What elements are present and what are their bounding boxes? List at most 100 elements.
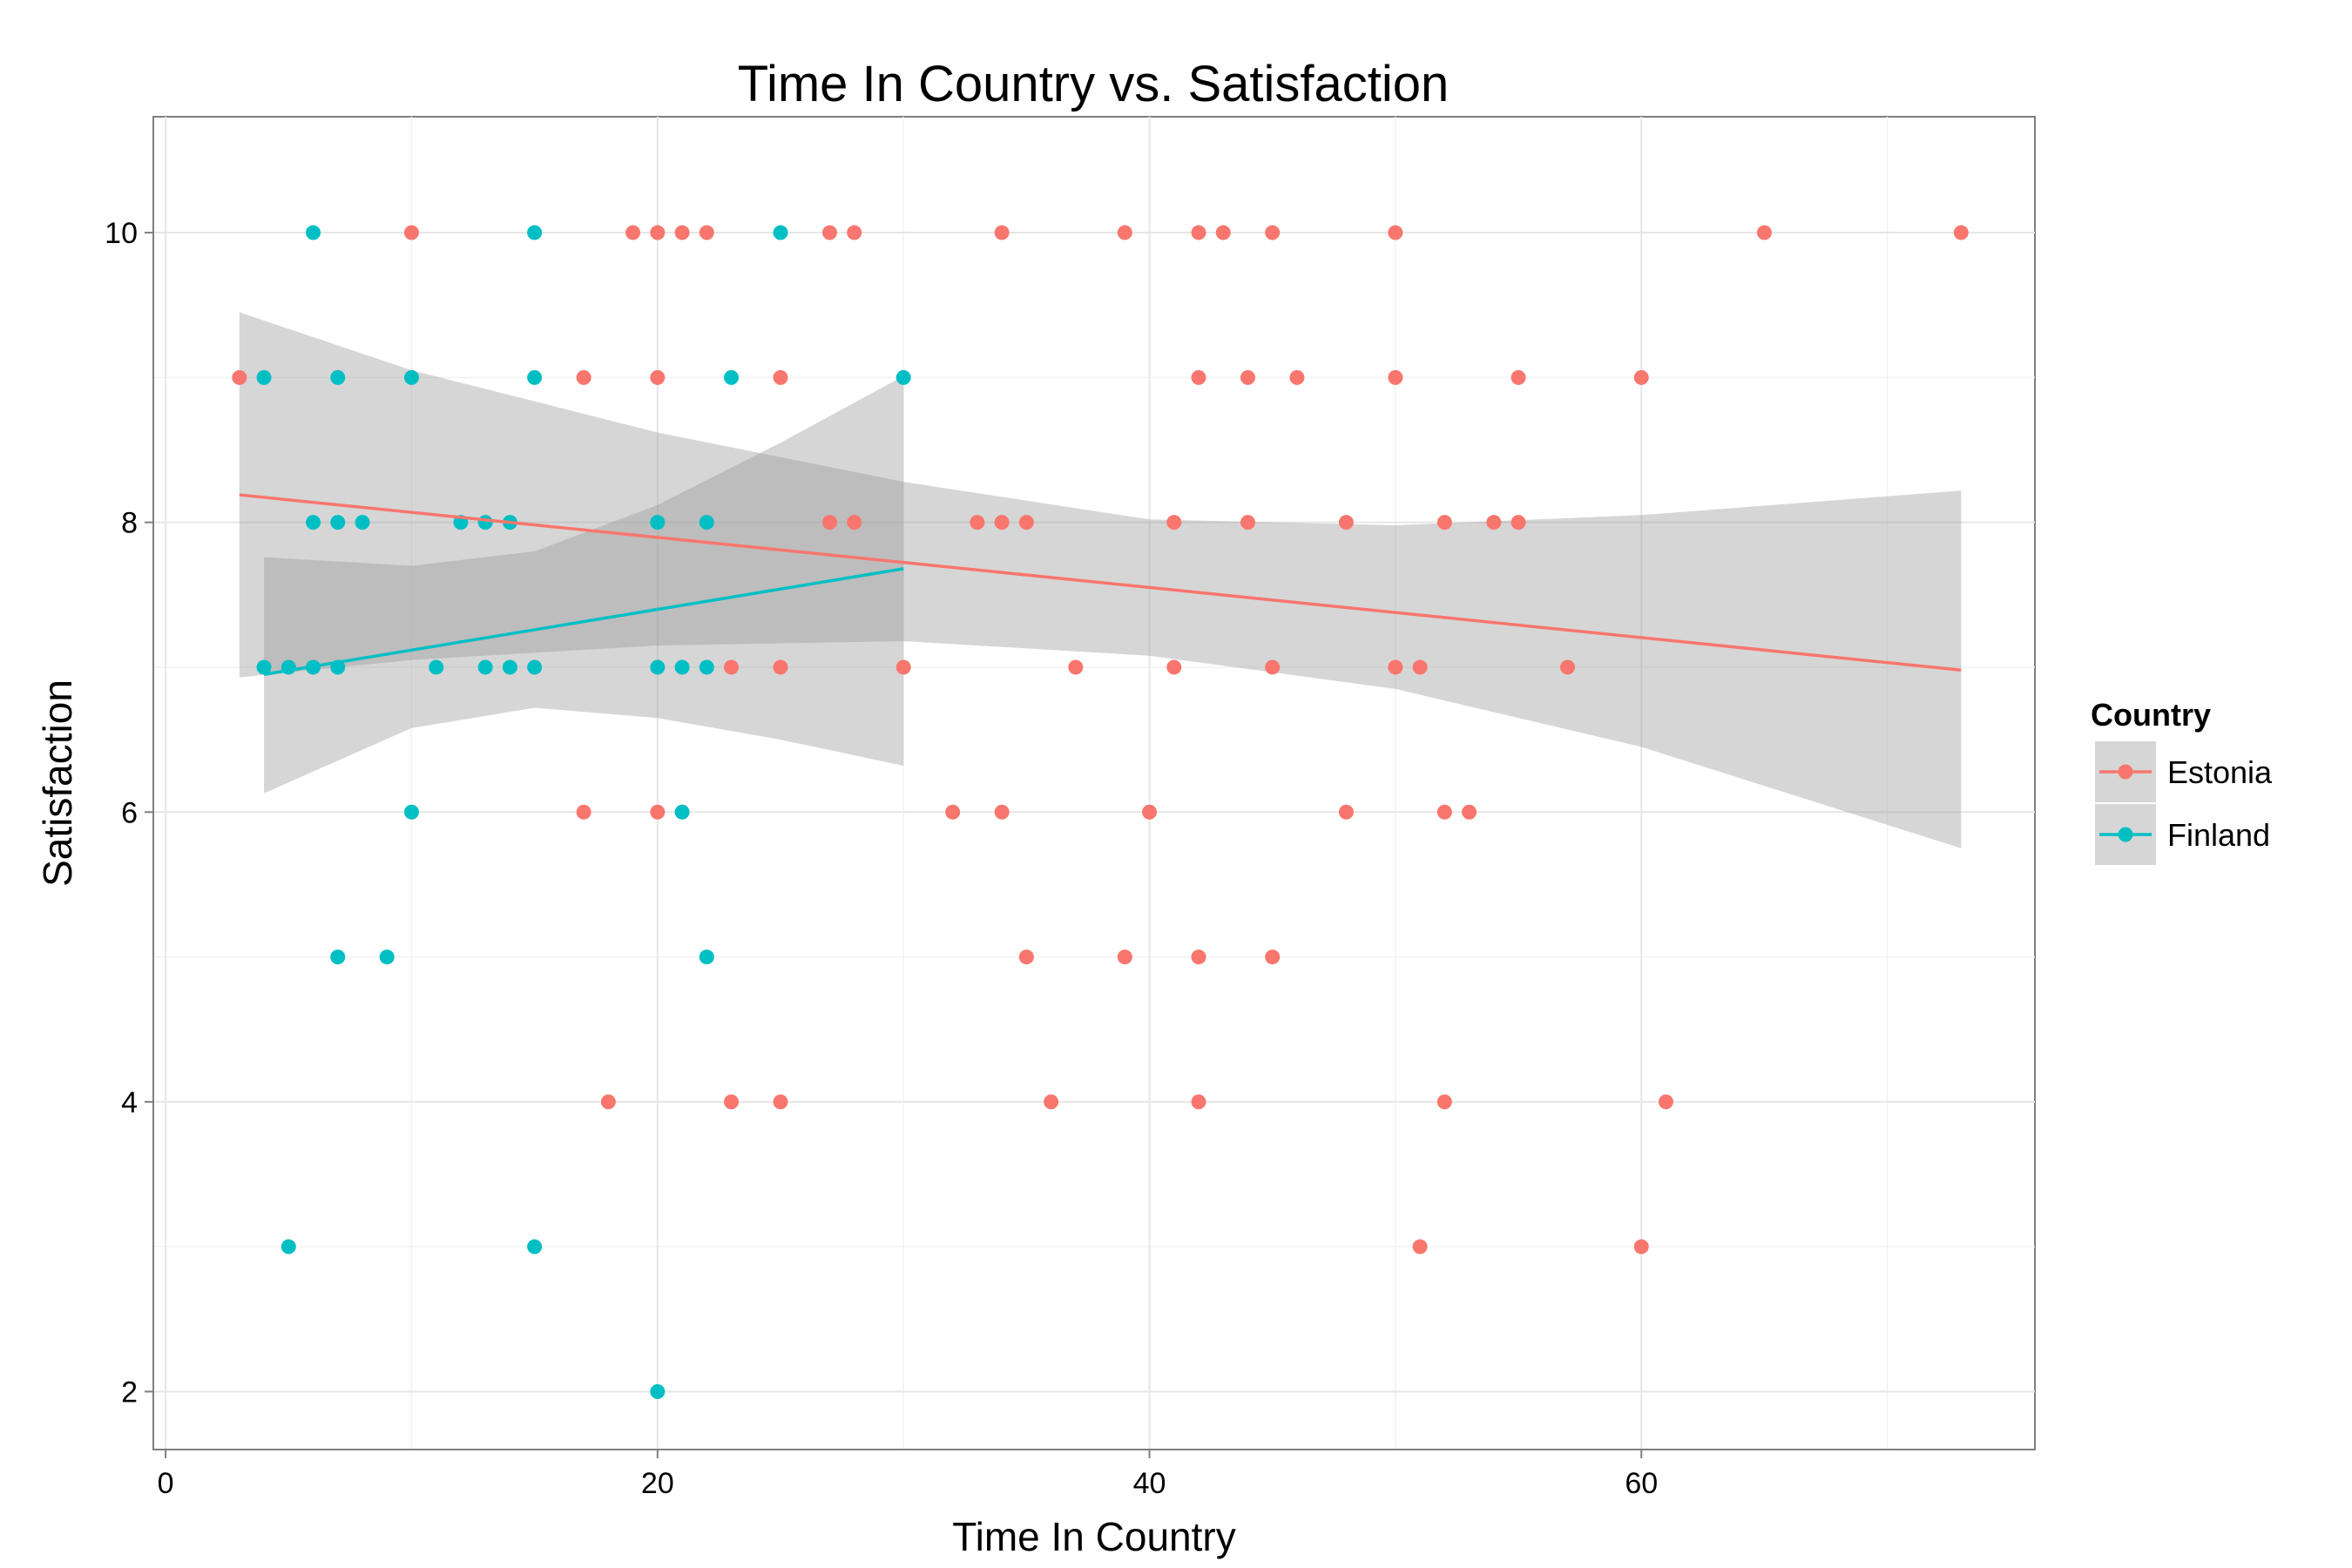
legend-label-estonia: Estonia bbox=[2167, 754, 2273, 790]
gridlines bbox=[153, 117, 2035, 1450]
y-axis-ticks: 2 4 6 8 10 bbox=[105, 117, 154, 1450]
data-point-finland bbox=[650, 515, 666, 531]
data-point-estonia bbox=[1191, 225, 1206, 240]
data-point-estonia bbox=[625, 225, 641, 240]
data-point-estonia bbox=[1166, 659, 1182, 675]
data-point-estonia bbox=[600, 1094, 616, 1110]
data-point-estonia bbox=[896, 659, 911, 675]
data-point-estonia bbox=[994, 804, 1010, 820]
data-point-estonia bbox=[699, 225, 714, 240]
data-point-estonia bbox=[847, 515, 862, 531]
y-tick-label: 10 bbox=[105, 217, 138, 250]
data-point-finland bbox=[896, 369, 911, 385]
data-point-estonia bbox=[1191, 1094, 1206, 1110]
data-point-estonia bbox=[1289, 369, 1305, 385]
data-point-estonia bbox=[1191, 950, 1206, 965]
data-point-estonia bbox=[650, 225, 666, 240]
data-point-estonia bbox=[403, 225, 419, 240]
data-point-estonia bbox=[650, 804, 666, 820]
data-point-estonia bbox=[1388, 225, 1403, 240]
data-point-finland bbox=[699, 659, 714, 675]
data-point-finland bbox=[256, 659, 272, 675]
data-point-finland bbox=[674, 804, 690, 820]
legend-label-finland: Finland bbox=[2167, 817, 2270, 853]
legend: Country Estonia Finland bbox=[2091, 697, 2273, 867]
x-axis-ticks: 0 20 40 60 bbox=[153, 1449, 2035, 1500]
data-point-estonia bbox=[1018, 950, 1034, 965]
data-point-finland bbox=[429, 659, 444, 675]
data-point-estonia bbox=[1511, 369, 1526, 385]
data-point-finland bbox=[527, 659, 543, 675]
data-point-finland bbox=[699, 950, 714, 965]
data-points bbox=[232, 225, 1969, 1399]
data-point-finland bbox=[330, 950, 346, 965]
data-point-estonia bbox=[1265, 225, 1281, 240]
data-point-estonia bbox=[1388, 659, 1403, 675]
data-point-finland bbox=[330, 515, 346, 531]
data-point-estonia bbox=[1412, 659, 1428, 675]
data-point-estonia bbox=[1240, 515, 1255, 531]
plot-panel bbox=[152, 116, 2036, 1450]
x-axis-label: Time In Country bbox=[952, 1514, 1236, 1559]
data-point-finland bbox=[403, 804, 419, 820]
data-point-estonia bbox=[724, 1094, 740, 1110]
x-tick-label: 60 bbox=[1625, 1467, 1658, 1500]
y-tick-label: 8 bbox=[121, 507, 138, 540]
y-tick-label: 2 bbox=[121, 1375, 138, 1409]
y-tick-label: 6 bbox=[121, 796, 138, 829]
data-point-estonia bbox=[1068, 659, 1084, 675]
confidence-bands bbox=[239, 312, 1962, 848]
data-point-finland bbox=[527, 225, 543, 240]
y-axis-label: Satisfaction bbox=[35, 679, 80, 887]
data-point-estonia bbox=[232, 369, 247, 385]
data-point-finland bbox=[650, 1383, 666, 1399]
confidence-band-estonia bbox=[239, 312, 1962, 848]
data-point-finland bbox=[477, 659, 493, 675]
data-point-estonia bbox=[994, 515, 1010, 531]
data-point-estonia bbox=[1633, 1239, 1649, 1254]
data-point-estonia bbox=[1953, 225, 1969, 240]
data-point-estonia bbox=[1191, 369, 1206, 385]
data-point-estonia bbox=[1511, 515, 1526, 531]
fit-line-finland bbox=[263, 567, 904, 676]
data-point-estonia bbox=[821, 225, 837, 240]
data-point-estonia bbox=[576, 804, 591, 820]
x-tick-label: 0 bbox=[158, 1467, 174, 1500]
data-point-finland bbox=[502, 659, 517, 675]
data-point-finland bbox=[330, 369, 346, 385]
data-point-estonia bbox=[1486, 515, 1502, 531]
data-point-estonia bbox=[773, 369, 788, 385]
data-point-estonia bbox=[1436, 515, 1452, 531]
data-point-finland bbox=[256, 369, 272, 385]
data-point-estonia bbox=[1142, 804, 1158, 820]
data-point-estonia bbox=[1338, 515, 1354, 531]
data-point-finland bbox=[773, 225, 788, 240]
x-tick-label: 40 bbox=[1133, 1467, 1166, 1500]
data-point-finland bbox=[355, 515, 370, 531]
data-point-estonia bbox=[945, 804, 961, 820]
y-tick-label: 4 bbox=[121, 1086, 138, 1119]
data-point-estonia bbox=[1265, 950, 1281, 965]
x-tick-label: 20 bbox=[641, 1467, 674, 1500]
data-point-estonia bbox=[1044, 1094, 1059, 1110]
data-point-estonia bbox=[1756, 225, 1772, 240]
data-point-estonia bbox=[1462, 804, 1477, 820]
data-point-estonia bbox=[1265, 659, 1281, 675]
data-point-estonia bbox=[1240, 369, 1255, 385]
data-point-finland bbox=[527, 369, 543, 385]
data-point-estonia bbox=[674, 225, 690, 240]
data-point-estonia bbox=[847, 225, 862, 240]
data-point-finland bbox=[477, 515, 493, 531]
data-point-finland bbox=[674, 659, 690, 675]
data-point-estonia bbox=[821, 515, 837, 531]
data-point-estonia bbox=[773, 659, 788, 675]
legend-point-finland bbox=[2118, 827, 2133, 842]
fit-lines bbox=[239, 493, 1962, 676]
data-point-finland bbox=[724, 369, 740, 385]
data-point-finland bbox=[379, 950, 395, 965]
data-point-finland bbox=[699, 515, 714, 531]
data-point-estonia bbox=[576, 369, 591, 385]
data-point-estonia bbox=[1412, 1239, 1428, 1254]
data-point-estonia bbox=[1388, 369, 1403, 385]
